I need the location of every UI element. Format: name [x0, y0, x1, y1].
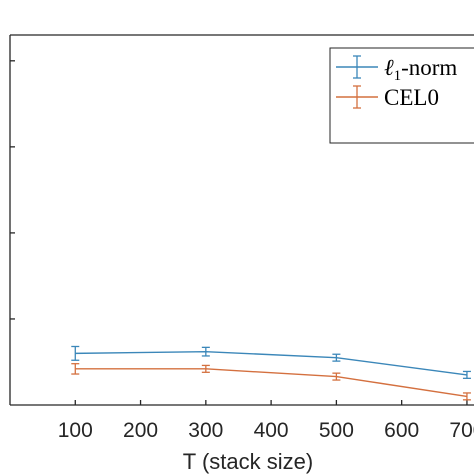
legend-box	[329, 47, 474, 144]
error-bar	[71, 363, 80, 375]
error-bar	[462, 392, 471, 401]
x-tick-label: 500	[319, 419, 354, 442]
x-tick-label: 700	[449, 419, 474, 442]
error-bar	[462, 370, 471, 379]
x-ticks: 100 200 300 400 500 600 700	[58, 400, 474, 442]
legend-entry: CEL0	[336, 85, 439, 110]
legend-label: CEL0	[384, 85, 439, 110]
legend-entry: ℓ1-norm	[336, 55, 457, 84]
error-bar	[332, 353, 341, 362]
x-axis-title: T (stack size)	[183, 449, 313, 474]
series-line-1	[75, 368, 468, 398]
series-line-0	[75, 350, 468, 376]
error-bar	[201, 346, 210, 357]
x-tick-label: 600	[384, 419, 419, 442]
y-ticks	[10, 60, 15, 320]
x-tick-label: 300	[188, 419, 223, 442]
x-tick-label: 100	[58, 419, 93, 442]
x-tick-label: 400	[254, 419, 289, 442]
legend-label: ℓ1-norm	[384, 55, 457, 84]
series-layer	[71, 345, 471, 401]
error-bar	[332, 372, 341, 381]
error-bar	[71, 345, 80, 361]
x-tick-label: 200	[123, 419, 158, 442]
error-bar	[201, 364, 210, 373]
